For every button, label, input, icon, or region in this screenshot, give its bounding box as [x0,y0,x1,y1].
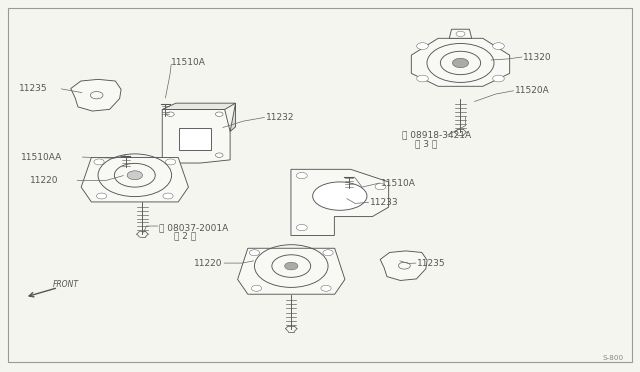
Ellipse shape [313,182,367,210]
Polygon shape [71,79,121,111]
Circle shape [417,43,428,49]
Circle shape [285,262,298,270]
Circle shape [452,58,468,68]
Polygon shape [163,109,230,163]
Text: FRONT: FRONT [53,280,79,289]
Text: 11232: 11232 [266,113,294,122]
Polygon shape [163,103,236,109]
Polygon shape [449,29,472,38]
Circle shape [493,43,504,49]
Circle shape [323,250,333,256]
Text: 〈 2 〉: 〈 2 〉 [174,231,196,241]
Circle shape [375,183,386,190]
Text: 11320: 11320 [523,52,552,61]
Circle shape [97,193,107,199]
Circle shape [252,285,262,291]
Circle shape [166,112,174,116]
Text: Ⓑ 08037-2001A: Ⓑ 08037-2001A [159,223,228,232]
Circle shape [493,75,504,82]
Text: Ⓝ 08918-3421A: Ⓝ 08918-3421A [402,130,471,140]
Polygon shape [230,103,236,132]
Text: 11235: 11235 [417,259,445,267]
Circle shape [216,112,223,116]
Circle shape [216,153,223,157]
Text: 11235: 11235 [19,84,47,93]
Text: 11520A: 11520A [515,86,550,95]
Circle shape [250,250,260,256]
Circle shape [127,171,143,180]
Text: 11233: 11233 [370,198,399,207]
Circle shape [296,224,307,231]
Polygon shape [291,169,388,235]
Text: S-800: S-800 [602,355,623,361]
Polygon shape [237,248,345,294]
Circle shape [417,75,428,82]
Text: 〈 3 〉: 〈 3 〉 [415,140,436,149]
Bar [179,128,211,150]
Circle shape [166,159,175,165]
Polygon shape [412,38,509,86]
Text: 11510A: 11510A [381,179,415,187]
Circle shape [163,193,173,199]
Circle shape [296,173,307,179]
Circle shape [94,159,104,165]
Polygon shape [380,251,427,280]
Text: 11510AA: 11510AA [21,153,63,161]
Circle shape [456,31,465,36]
Text: 11220: 11220 [195,259,223,267]
Polygon shape [81,157,188,202]
Text: 11510A: 11510A [172,58,206,67]
Circle shape [321,285,331,291]
Text: 11220: 11220 [29,176,58,185]
